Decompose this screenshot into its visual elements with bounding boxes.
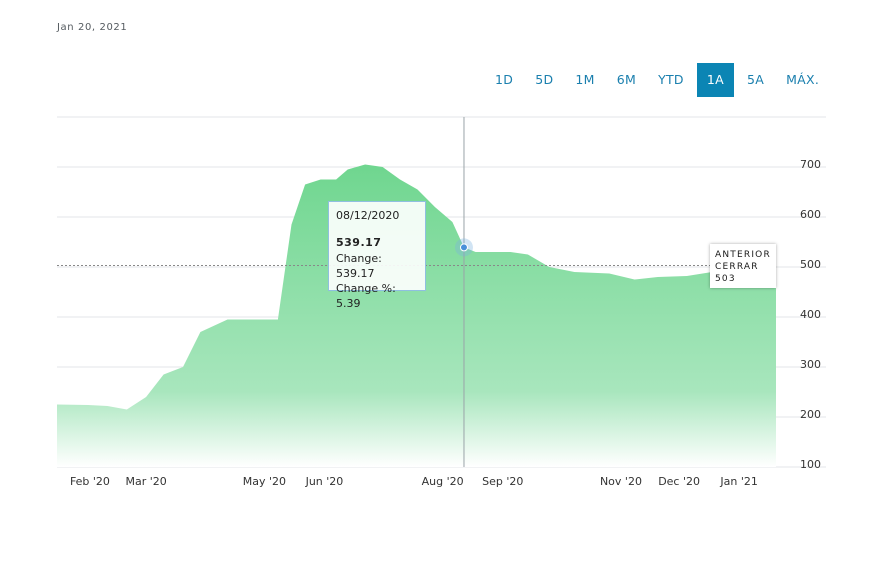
y-tick-label: 100 [800, 458, 821, 471]
range-tab-1m[interactable]: 1M [575, 72, 595, 87]
y-tick-label: 300 [800, 358, 821, 371]
x-tick-label: Nov '20 [600, 475, 642, 488]
y-tick-label: 400 [800, 308, 821, 321]
y-tick-label: 600 [800, 208, 821, 221]
tooltip-change-pct: Change %: 5.39 [336, 282, 396, 310]
price-area [57, 164, 776, 467]
x-axis: Feb '20 Mar '20 May '20 Jun '20 Aug '20 Sep '… [70, 475, 758, 488]
range-tab-1d[interactable]: 1D [495, 72, 514, 87]
range-tab-max[interactable]: MÁX. [786, 72, 820, 87]
x-tick-label: Aug '20 [422, 475, 464, 488]
x-tick-label: May '20 [243, 475, 286, 488]
chart-date: Jan 20, 2021 [57, 22, 128, 33]
tooltip-date: 08/12/2020 [336, 209, 400, 222]
x-tick-label: Feb '20 [70, 475, 110, 488]
x-tick-label: Mar '20 [126, 475, 167, 488]
hover-tooltip: 08/12/2020 539.17 Change: 539.17 Change … [328, 201, 426, 310]
range-tab-ytd[interactable]: YTD [658, 72, 684, 87]
y-axis: 100 200 300 400 500 600 700 [800, 158, 821, 471]
previous-close-title-1: ANTERIOR [715, 250, 771, 260]
previous-close-title-2: CERRAR [715, 262, 759, 272]
previous-close-label: ANTERIOR CERRAR 503 [710, 244, 776, 288]
y-tick-label: 200 [800, 408, 821, 421]
y-tick-label: 500 [800, 258, 821, 271]
y-tick-label: 700 [800, 158, 821, 171]
range-selector: 1D 5D 1M 6M YTD 1A 5A MÁX. [486, 63, 832, 97]
x-tick-label: Sep '20 [482, 475, 523, 488]
x-tick-label: Jun '20 [305, 475, 344, 488]
tooltip-change: Change: 539.17 [336, 252, 382, 280]
x-tick-label: Dec '20 [658, 475, 700, 488]
x-tick-label: Jan '21 [719, 475, 757, 488]
range-tab-1a[interactable]: 1A [696, 63, 734, 97]
previous-close-value: 503 [715, 274, 736, 284]
range-tab-5a[interactable]: 5A [746, 72, 765, 87]
tooltip-value: 539.17 [336, 236, 382, 249]
range-tab-5d[interactable]: 5D [535, 72, 554, 87]
hover-point [459, 243, 468, 252]
range-tab-6m[interactable]: 6M [616, 72, 637, 87]
